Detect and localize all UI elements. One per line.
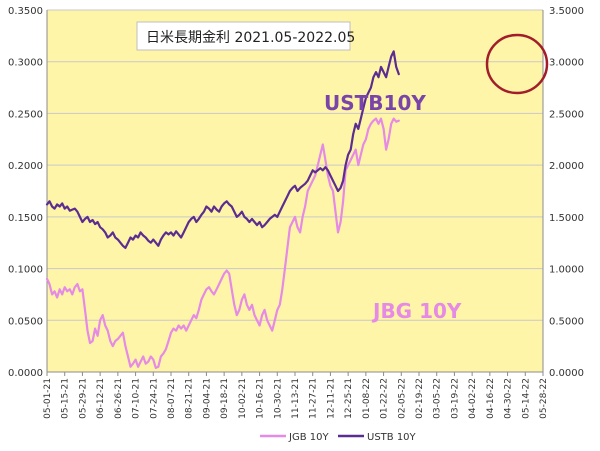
x-tick-label: 02-05-22: [397, 378, 407, 419]
chart-title: 日米長期金利 2021.05-2022.05: [146, 30, 355, 46]
x-tick-label: 03-05-22: [433, 378, 443, 419]
x-tick-label: 04-02-22: [468, 378, 478, 419]
x-tick-label: 11-13-21: [291, 378, 301, 419]
x-tick-label: 10-02-21: [238, 378, 248, 419]
highlight-circle: [485, 33, 549, 95]
annotation-jbg10y: JBG 10Y: [371, 299, 462, 323]
y-right-tick-label: 1.0000: [549, 265, 584, 276]
y-right-tick-label: 3.5000: [549, 6, 584, 17]
y-right-tick-label: 3.0000: [549, 58, 584, 69]
annotation-ustb10y: USTB10Y: [324, 91, 426, 115]
x-tick-label: 05-28-22: [539, 378, 549, 419]
x-tick-label: 05-29-21: [78, 378, 88, 419]
y-right-tick-label: 2.5000: [549, 109, 584, 120]
chart-title-box: [136, 21, 351, 51]
x-tick-label: 01-08-22: [362, 378, 372, 419]
y-left-tick-label: 0.1500: [8, 213, 43, 224]
x-tick-label: 12-11-21: [326, 378, 336, 419]
series-lines: [45, 50, 400, 369]
x-tick-label: 03-19-22: [450, 378, 460, 419]
series-line-ustb-10y: [45, 50, 400, 249]
x-tick-label: 08-21-21: [185, 378, 195, 419]
y-right-tick-label: 1.5000: [549, 213, 584, 224]
y-left-tick-label: 0.2000: [8, 161, 43, 172]
y-right-tick-label: 0.5000: [549, 316, 584, 327]
x-tick-label: 09-04-21: [202, 378, 212, 419]
y-left-tick-label: 0.0000: [8, 368, 43, 379]
y-right-tick-label: 0.0000: [549, 368, 584, 379]
x-tick-label: 07-10-21: [132, 378, 142, 419]
y-right-tick-label: 2.0000: [549, 161, 584, 172]
x-tick-label: 11-27-21: [309, 378, 319, 419]
y-left-tick-label: 0.3500: [8, 6, 43, 17]
x-tick-label: 05-14-22: [521, 378, 531, 419]
x-tick-label: 06-12-21: [96, 378, 106, 419]
x-tick-label: 02-19-22: [415, 378, 425, 419]
x-tick-label: 09-18-21: [220, 378, 230, 419]
y-left-tick-label: 0.2500: [8, 109, 43, 120]
legend-label-jgb: JGB 10Y: [288, 432, 329, 443]
x-tick-label: 07-24-21: [149, 378, 159, 419]
y-left-tick-label: 0.3000: [8, 58, 43, 69]
x-tick-label: 04-30-22: [504, 378, 514, 419]
series-line-jgb-10y: [45, 117, 400, 369]
y-left-tick-label: 0.0500: [8, 316, 43, 327]
x-tick-label: 05-15-21: [61, 378, 71, 419]
x-tick-label: 01-22-22: [380, 378, 390, 419]
axes: 0.0000 0.0000 0.0500 0.5000 0.1000 1.0000 0.15…: [8, 6, 584, 419]
x-tick-label: 08-07-21: [167, 378, 177, 419]
plot-area: [47, 10, 543, 372]
legend: JGB 10Y USTB 10Y: [260, 432, 417, 443]
x-tick-label: 10-30-21: [273, 378, 283, 419]
x-tick-label: 06-26-21: [114, 378, 124, 419]
legend-label-ustb: USTB 10Y: [367, 432, 417, 443]
x-tick-label: 05-01-21: [43, 378, 53, 419]
x-tick-label: 10-16-21: [256, 378, 266, 419]
x-tick-label: 04-16-22: [486, 378, 496, 419]
y-left-tick-label: 0.1000: [8, 265, 43, 276]
x-tick-label: 12-25-21: [344, 378, 354, 419]
